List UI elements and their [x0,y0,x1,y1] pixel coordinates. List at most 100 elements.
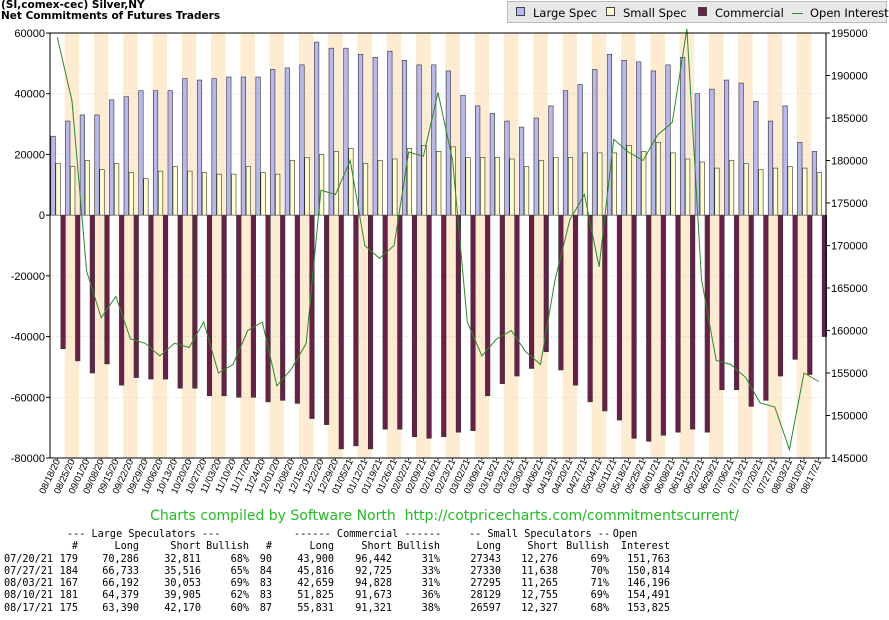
table-cell: 42,170 [164,602,201,614]
bar-small-spec [450,146,456,216]
table-cell: 65% [230,565,249,577]
bar-commercial [411,214,418,438]
bar-commercial [455,214,461,433]
y-tick-label-right: 150000 [831,411,868,423]
table-cell: 69% [590,553,609,565]
bar-large-spec [592,69,598,216]
table-cell: 184 [59,565,78,577]
table-cell: 38% [421,602,440,614]
bar-large-spec [123,96,129,216]
table-cell: 30,053 [164,578,201,590]
bar-commercial [221,214,227,397]
bar-large-spec [519,126,525,216]
credit-text: Charts compiled by Software North http:/… [150,508,739,524]
bar-large-spec [782,105,788,216]
y-tick-label-right: 160000 [831,326,868,338]
table-column-header: Short [170,541,201,553]
bar-large-spec [665,64,671,216]
bar-commercial [353,214,359,447]
table-cell: 70% [590,565,609,577]
table-cell: 66,733 [102,565,139,577]
bar-large-spec [255,76,261,216]
bar-small-spec [143,178,149,216]
y-tick-label-right: 175000 [831,198,868,210]
bar-large-spec [504,120,510,216]
bar-small-spec [172,166,178,216]
bar-large-spec [431,64,437,216]
bar-commercial [294,214,300,404]
table-cell: 27295 [470,578,501,590]
table-cell: 69% [590,590,609,602]
table-cell: 90 [259,553,272,565]
table-cell: 154,491 [627,590,670,602]
table-group-header: --- Large Speculators --- [67,529,221,540]
bar-commercial [192,214,198,389]
y-tick-label-right: 185000 [831,113,868,125]
bar-commercial [514,214,520,377]
bar-commercial [367,214,374,450]
bar-small-spec [538,160,544,216]
bar-commercial [441,214,447,438]
bar-commercial [470,214,476,431]
bar-commercial [75,214,81,362]
bar-large-spec [167,90,173,216]
bar-commercial [397,214,403,430]
bar-small-spec [655,141,661,216]
bar-commercial [646,214,652,442]
bar-large-spec [797,141,803,216]
bar-small-spec [392,158,398,216]
bar-small-spec [275,173,281,216]
bar-small-spec [231,173,237,216]
bar-large-spec [138,90,144,216]
bar-small-spec [553,157,559,216]
bar-large-spec [240,76,246,216]
y-tick-label-left: 40000 [14,89,45,101]
bar-commercial [631,214,637,439]
bar-small-spec [216,173,222,216]
table-cell: 27343 [470,553,501,565]
bar-large-spec [753,101,759,216]
table-cell: 64,379 [102,590,139,602]
bar-commercial [133,214,139,378]
bar-large-spec [153,90,159,216]
bar-commercial [119,214,125,386]
table-cell: 68% [230,553,249,565]
bar-small-spec [567,157,574,216]
bar-large-spec [577,84,583,216]
bar-small-spec [729,160,735,216]
table-cell: 27330 [470,565,501,577]
bar-small-spec [114,163,120,216]
table-column-header: # [71,541,78,553]
bar-large-spec [299,64,305,216]
bar-small-spec [611,152,617,216]
table-cell: 151,763 [627,553,670,565]
table-cell: 63,390 [102,602,139,614]
legend-item-small-spec: Small Spec [606,7,687,19]
bar-large-spec [724,79,730,216]
bar-large-spec [109,99,115,216]
y-tick-label-left: -60000 [11,392,45,404]
table-group-header: Open [612,529,638,540]
bar-small-spec [714,167,720,216]
table-cell: 68% [590,602,609,614]
bar-small-spec [55,163,61,216]
y-tick-label-right: 165000 [831,283,868,295]
table-cell: 62% [230,590,249,602]
table-column-header: Interest [620,541,670,553]
bar-large-spec [533,117,539,216]
table-cell: 12,276 [521,553,558,565]
bar-small-spec [260,172,266,216]
bar-commercial [265,214,271,403]
legend-line-open-interest [792,13,803,14]
bar-large-spec [270,69,276,216]
table-cell: 11,265 [521,578,558,590]
bar-commercial [163,214,169,380]
bar-commercial [675,214,681,433]
table-row-date: 08/17/21 [4,602,54,614]
bar-commercial [587,214,593,403]
y-tick-label-left: 0 [39,210,45,222]
bar-large-spec [79,114,85,216]
legend-label-open-interest: Open Interest [810,6,889,20]
bar-commercial [426,214,432,439]
bar-commercial [748,214,754,407]
